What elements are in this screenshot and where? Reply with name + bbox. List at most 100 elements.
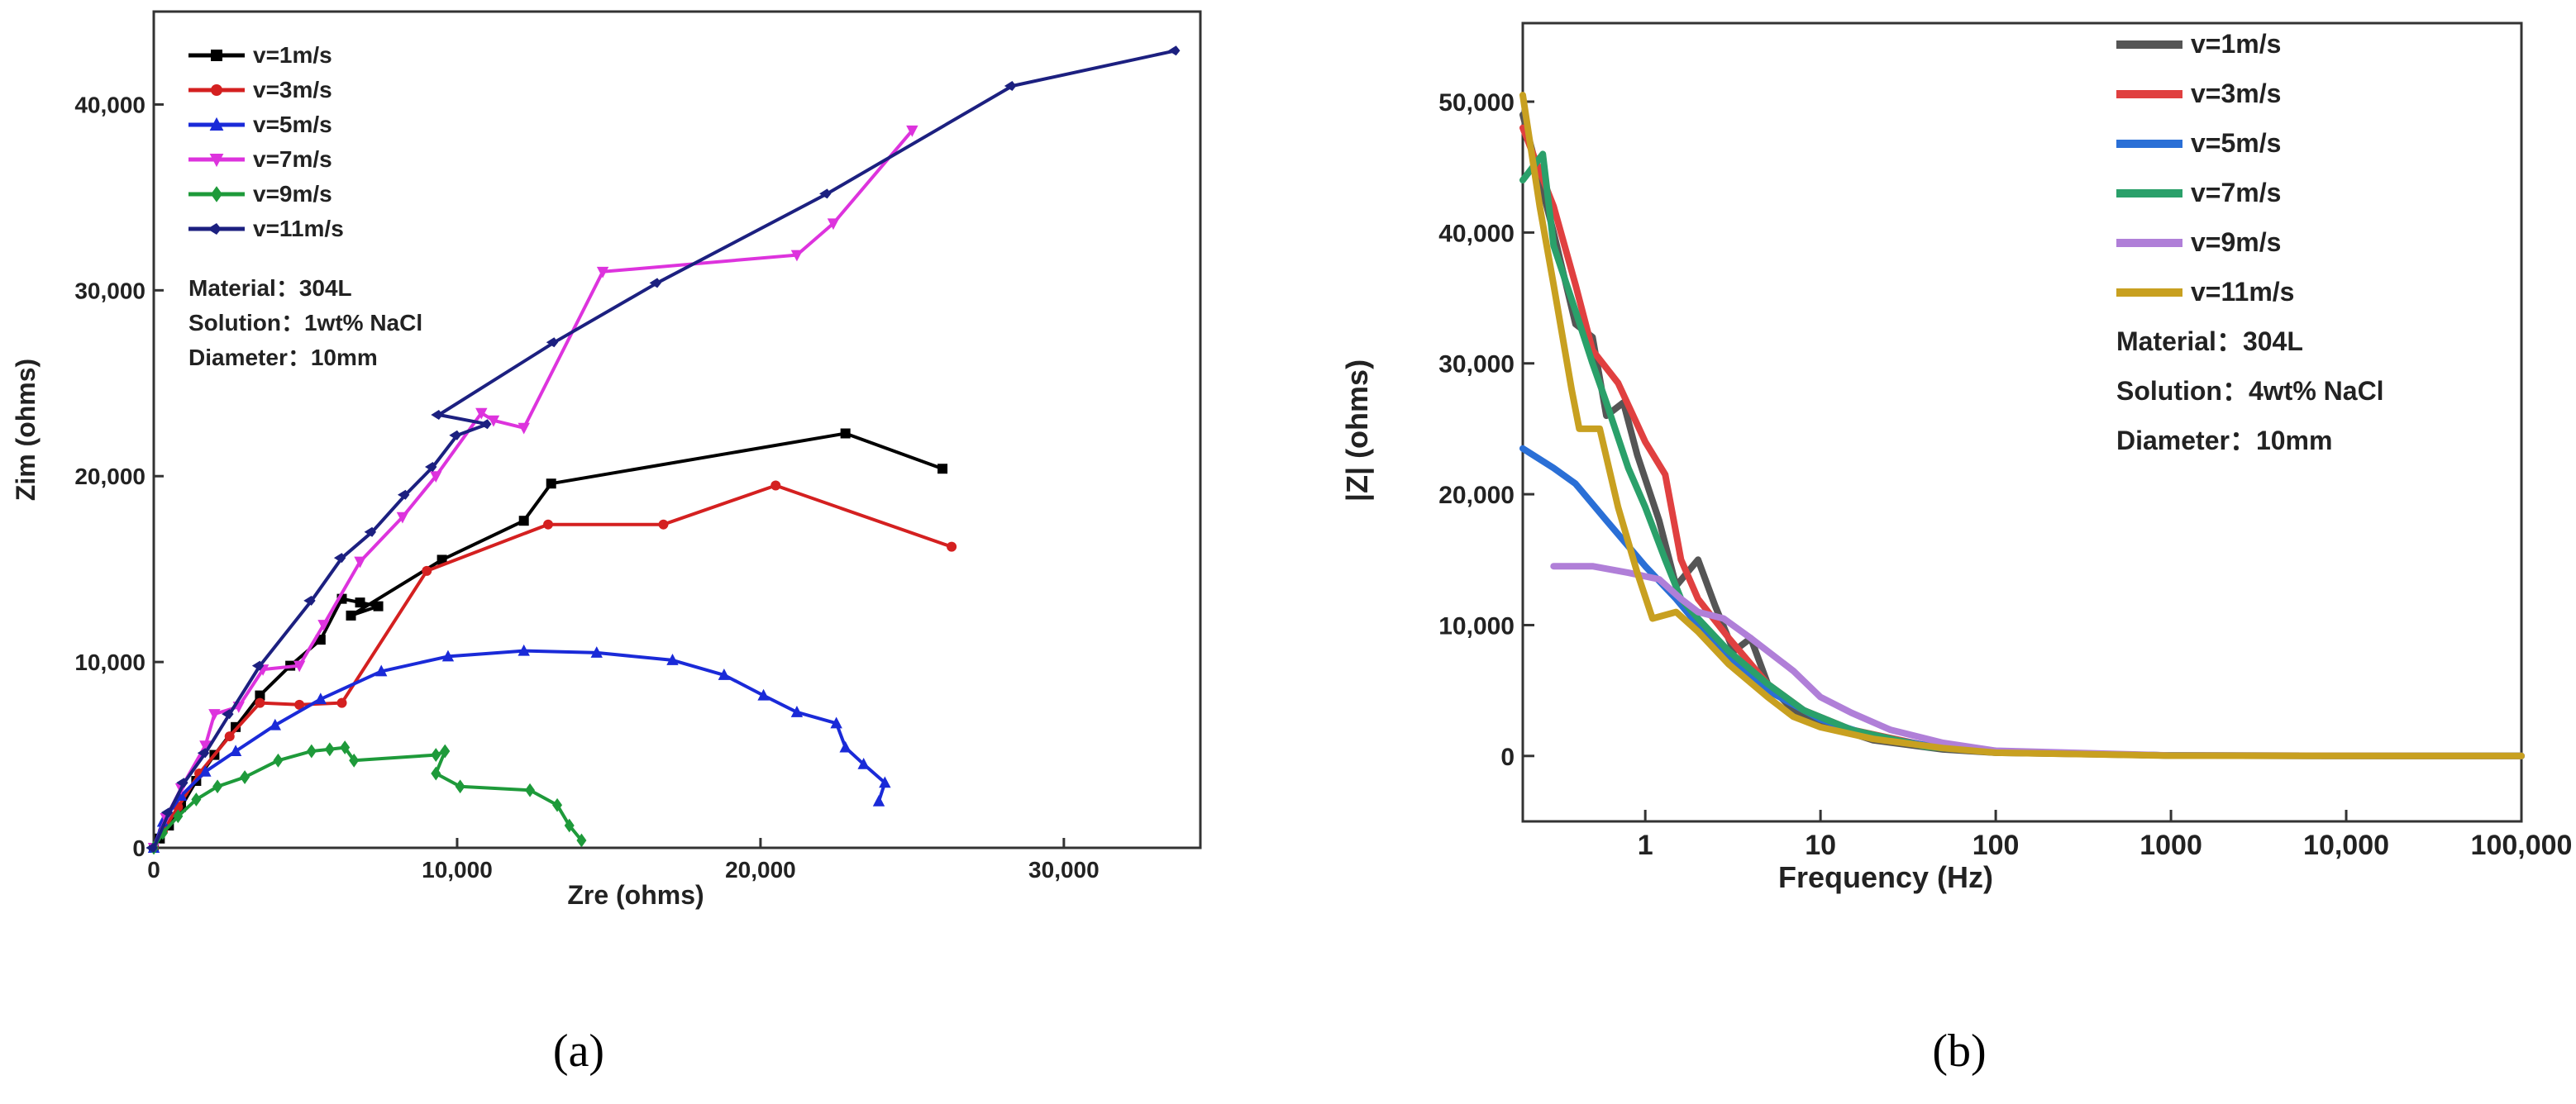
- data-point-a: [440, 744, 451, 759]
- legend-label-a: v=3m/s: [253, 77, 332, 102]
- data-point-a: [552, 797, 563, 812]
- series-line-a: [152, 483, 952, 849]
- y-tick-label-a: 0: [132, 835, 145, 861]
- y-tick-label-b: 50,000: [1438, 89, 1515, 117]
- legend-label-b: v=1m/s: [2191, 29, 2281, 59]
- data-point-a: [375, 664, 388, 677]
- data-point-a: [425, 461, 437, 472]
- data-point-a: [199, 764, 212, 777]
- data-point-a: [830, 716, 842, 729]
- y-tick-label-b: 40,000: [1438, 220, 1515, 247]
- data-point-a: [525, 783, 536, 797]
- y-tick-label-a: 20,000: [74, 464, 145, 489]
- plot-frame-a: [152, 10, 1202, 849]
- x-axis-label-a: Zre (ohms): [567, 880, 704, 910]
- data-point-a: [770, 480, 781, 491]
- data-point-a: [251, 660, 265, 671]
- data-point-a: [431, 766, 441, 781]
- data-point-a: [349, 753, 360, 768]
- data-point-a: [176, 778, 188, 788]
- series-line-b-v-1m-s: [1519, 111, 2525, 759]
- data-point-a: [819, 188, 832, 199]
- legend-label-a: v=9m/s: [253, 181, 332, 207]
- data-point-a: [479, 419, 492, 430]
- annotation-b: Solution：4wt% NaCl: [2116, 376, 2384, 406]
- data-point-a: [857, 758, 870, 769]
- legend-label-a: v=5m/s: [253, 112, 332, 137]
- y-tick-label-b: 0: [1500, 744, 1515, 771]
- data-point-a: [306, 744, 317, 759]
- data-point-a: [212, 779, 223, 794]
- legend-marker-a: [209, 154, 224, 168]
- data-point-a: [355, 597, 365, 608]
- data-point-a: [273, 753, 284, 768]
- y-axis-label-b: |Z| (ohms): [1340, 359, 1375, 502]
- data-point-a: [269, 718, 281, 730]
- series-v-3m-s: [149, 480, 957, 853]
- legend-label-b: v=11m/s: [2191, 277, 2294, 307]
- data-point-a: [396, 512, 409, 524]
- data-point-a: [160, 807, 174, 818]
- data-point-a: [937, 464, 948, 474]
- data-point-a: [431, 410, 443, 421]
- legend-marker-a: [209, 117, 224, 131]
- data-point-a: [757, 688, 770, 701]
- y-tick-label-b: 10,000: [1438, 612, 1515, 640]
- data-point-a: [199, 740, 212, 753]
- data-point-a: [229, 745, 242, 757]
- annotation-a: Solution：1wt% NaCl: [188, 310, 422, 335]
- x-tick-label-a: 0: [147, 857, 160, 883]
- data-point-a: [333, 553, 346, 564]
- data-point-a: [879, 776, 891, 788]
- data-point-a: [255, 690, 265, 701]
- data-point-a: [173, 809, 184, 824]
- caption-b: (b): [1932, 1025, 1986, 1077]
- data-point-a: [564, 818, 575, 833]
- data-point-a: [790, 706, 804, 717]
- panel-a-nyquist-chart: 0 10,000 20,000 30,000 0 10,000 20,000 30,000 40…: [11, 10, 1202, 910]
- data-point-a: [872, 794, 885, 807]
- plot-frame-b: [1521, 21, 2523, 823]
- data-point-a: [303, 595, 316, 606]
- legend-marker-a: [211, 84, 222, 96]
- data-point-a: [240, 770, 250, 784]
- legend-label-b: v=9m/s: [2191, 227, 2281, 257]
- y-tick-label-a: 40,000: [74, 92, 145, 117]
- data-point-a: [790, 250, 804, 262]
- data-point-a: [947, 541, 957, 552]
- x-tick-label-a: 10,000: [422, 857, 493, 883]
- annotation-a: Diameter：10mm: [188, 345, 378, 370]
- data-point-a: [324, 742, 335, 757]
- data-point-a: [340, 740, 351, 754]
- data-point-a: [666, 654, 679, 665]
- legend-b: v=1m/s v=3m/s v=5m/s v=7m/s v=9m/s v=11m/s: [2116, 29, 2294, 307]
- y-tick-label-a: 10,000: [74, 650, 145, 675]
- series-line-b-v-3m-s: [1519, 124, 2525, 759]
- data-point-a: [430, 471, 442, 483]
- data-point-a: [364, 526, 377, 537]
- series-v-5m-s: [147, 644, 891, 853]
- data-point-a: [475, 407, 488, 420]
- x-tick-label-b: 1: [1638, 830, 1653, 861]
- series-line-b-v-7m-s: [1519, 150, 2525, 759]
- legend-a: v=1m/s v=3m/s v=5m/s v=7m/s v=9m/s v=11m/s: [188, 42, 344, 241]
- x-tick-label-a: 30,000: [1028, 857, 1100, 883]
- x-tick-label-b: 100,000: [2471, 830, 2573, 861]
- data-point-a: [546, 478, 556, 489]
- series-line-b-v-9m-s: [1550, 563, 2525, 759]
- data-point-a: [255, 697, 265, 708]
- data-point-a: [518, 644, 530, 656]
- legend-label-a: v=7m/s: [253, 146, 332, 172]
- data-point-a: [436, 554, 447, 565]
- data-point-a: [346, 610, 356, 621]
- data-point-a: [317, 620, 330, 631]
- series-line-a: [152, 649, 887, 849]
- data-point-a: [576, 833, 587, 848]
- x-tick-label-b: 1000: [2140, 830, 2202, 861]
- data-point-a: [455, 779, 465, 794]
- x-tick-label-b: 10,000: [2303, 830, 2389, 861]
- data-point-a: [487, 415, 500, 427]
- data-point-a: [222, 709, 234, 720]
- y-tick-label-a: 30,000: [74, 278, 145, 303]
